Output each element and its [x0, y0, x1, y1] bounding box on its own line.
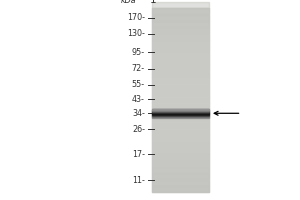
Bar [152, 135, 208, 141]
Text: 43-: 43- [132, 95, 145, 104]
Bar [152, 113, 208, 114]
Bar [152, 112, 208, 113]
Bar [152, 154, 208, 160]
Bar [152, 53, 208, 59]
Bar [152, 72, 208, 78]
Bar [152, 59, 208, 65]
Bar [152, 116, 208, 122]
Bar [152, 91, 208, 97]
Bar [152, 116, 208, 117]
Bar [152, 65, 208, 71]
Bar [152, 110, 208, 111]
Text: 1: 1 [150, 0, 156, 5]
Bar [152, 129, 208, 135]
Text: 26-: 26- [132, 125, 145, 134]
Bar [152, 103, 208, 110]
Bar [152, 110, 208, 116]
Bar [152, 114, 208, 115]
Bar [152, 122, 208, 129]
Text: 130-: 130- [127, 29, 145, 38]
Text: 95-: 95- [132, 48, 145, 57]
Bar [152, 84, 208, 90]
Text: 72-: 72- [132, 64, 145, 73]
Bar [152, 40, 208, 46]
Text: 17-: 17- [132, 150, 145, 159]
Bar [152, 117, 208, 118]
Bar [152, 8, 208, 14]
Bar [152, 78, 208, 84]
Bar [152, 27, 208, 33]
Text: kDa: kDa [121, 0, 137, 5]
Text: 11-: 11- [132, 176, 145, 185]
Bar [152, 46, 208, 52]
Bar [152, 111, 208, 112]
Bar [152, 97, 208, 103]
Bar [152, 160, 208, 167]
Bar [152, 115, 208, 116]
Bar [152, 180, 208, 186]
Bar [152, 186, 208, 192]
Bar [152, 8, 208, 192]
Bar [152, 2, 208, 8]
Text: 55-: 55- [132, 80, 145, 89]
Bar [152, 141, 208, 148]
Bar [152, 173, 208, 179]
Bar [152, 167, 208, 173]
Bar [152, 21, 208, 27]
Text: 170-: 170- [127, 13, 145, 22]
Bar [152, 15, 208, 21]
Bar [152, 109, 208, 110]
Bar [152, 34, 208, 40]
Text: 34-: 34- [132, 109, 145, 118]
Bar [152, 148, 208, 154]
